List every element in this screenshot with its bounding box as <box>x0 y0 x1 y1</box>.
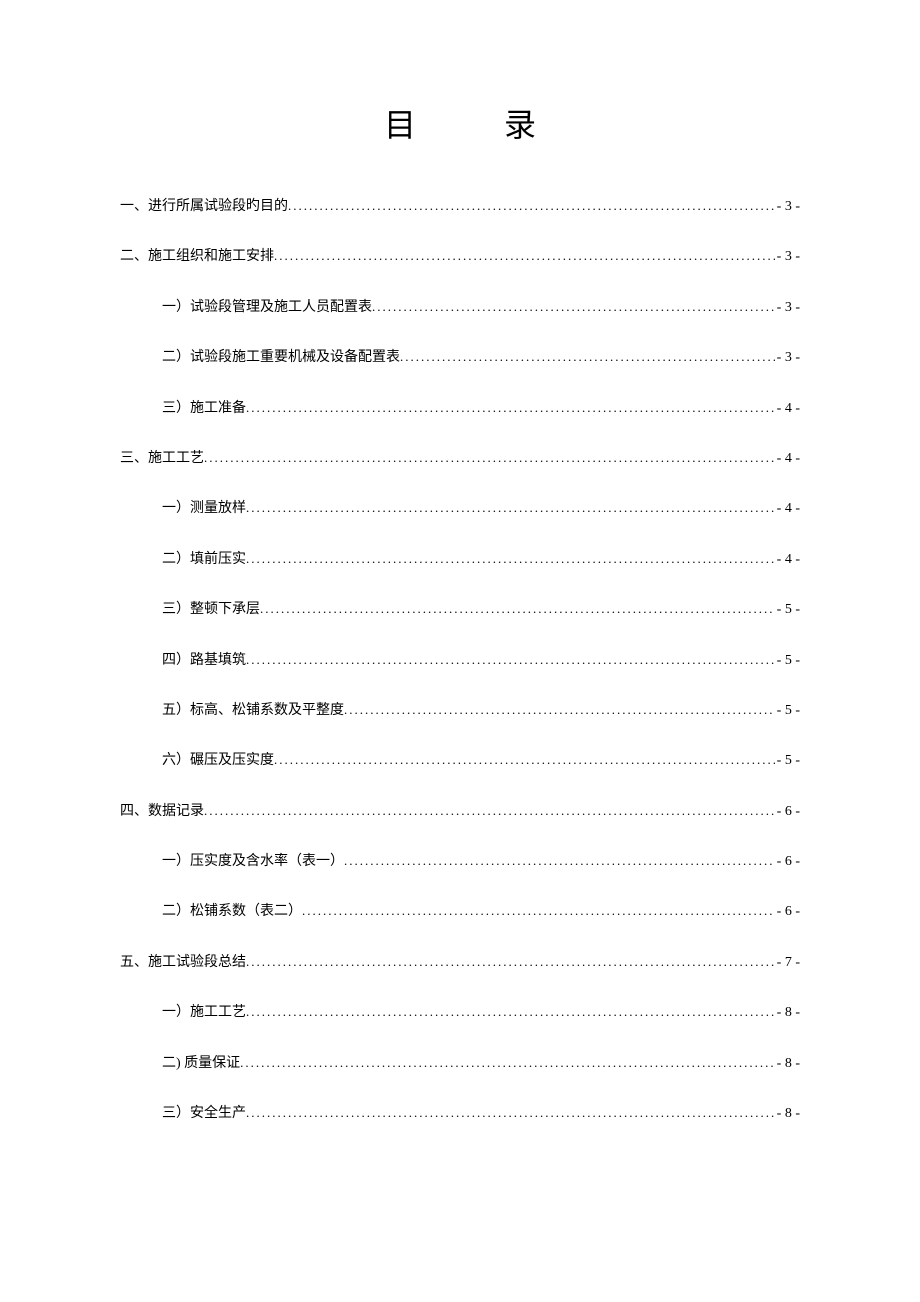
toc-entry-page: - 5 - <box>775 750 800 772</box>
toc-entry: 三）安全生产 - 8 - <box>120 1103 800 1125</box>
table-of-contents: 一、进行所属试验段旳目的- 3 -二、施工组织和施工安排- 3 -一）试验段管理… <box>120 196 800 1125</box>
toc-entry-page: - 4 - <box>775 549 800 571</box>
toc-entry-label: 一）施工工艺 <box>162 1002 246 1024</box>
toc-leader-dots <box>246 549 775 570</box>
toc-leader-dots <box>344 700 775 721</box>
toc-entry: 二）填前压实 - 4 - <box>120 549 800 571</box>
toc-entry: 四）路基填筑 - 5 - <box>120 650 800 672</box>
toc-entry-label: 一）压实度及含水率（表一） <box>162 851 344 873</box>
toc-entry-label: 三、施工工艺 <box>120 448 204 470</box>
toc-entry: 二）试验段施工重要机械及设备配置表 - 3 - <box>120 347 800 369</box>
toc-entry: 一、进行所属试验段旳目的 - 3 - <box>120 196 800 218</box>
toc-entry-label: 四、数据记录 <box>120 801 204 823</box>
toc-leader-dots <box>246 498 775 519</box>
page-title: 目 录 <box>120 100 800 146</box>
toc-leader-dots <box>204 448 775 469</box>
toc-entry-page: - 8 - <box>775 1002 800 1024</box>
toc-leader-dots <box>288 196 775 217</box>
toc-leader-dots <box>246 1002 775 1023</box>
toc-leader-dots <box>260 599 775 620</box>
toc-entry-label: 一、进行所属试验段旳目的 <box>120 196 288 218</box>
toc-entry-page: - 6 - <box>775 801 800 823</box>
toc-leader-dots <box>246 650 775 671</box>
toc-entry-label: 一）试验段管理及施工人员配置表 <box>162 297 372 319</box>
toc-entry: 二) 质量保证 - 8 - <box>120 1053 800 1075</box>
toc-leader-dots <box>246 1103 775 1124</box>
toc-leader-dots <box>246 952 775 973</box>
toc-entry-label: 二、施工组织和施工安排 <box>120 246 274 268</box>
toc-leader-dots <box>274 750 775 771</box>
toc-entry-label: 二）试验段施工重要机械及设备配置表 <box>162 347 400 369</box>
toc-entry: 一）施工工艺 - 8 - <box>120 1002 800 1024</box>
toc-entry-label: 三）施工准备 <box>162 398 246 420</box>
toc-entry-page: - 3 - <box>775 196 800 218</box>
toc-entry: 一）试验段管理及施工人员配置表 - 3 - <box>120 297 800 319</box>
toc-leader-dots <box>240 1053 775 1074</box>
toc-entry-page: - 3 - <box>775 347 800 369</box>
toc-entry-page: - 6 - <box>775 901 800 923</box>
toc-entry-label: 四）路基填筑 <box>162 650 246 672</box>
toc-leader-dots <box>372 297 775 318</box>
toc-leader-dots <box>400 347 775 368</box>
toc-entry-label: 六）碾压及压实度 <box>162 750 274 772</box>
toc-entry-label: 五、施工试验段总结 <box>120 952 246 974</box>
toc-entry: 二、施工组织和施工安排 - 3 - <box>120 246 800 268</box>
toc-entry-page: - 5 - <box>775 700 800 722</box>
toc-entry: 六）碾压及压实度 - 5 - <box>120 750 800 772</box>
toc-entry: 三）施工准备 - 4 - <box>120 398 800 420</box>
toc-entry-label: 二）填前压实 <box>162 549 246 571</box>
toc-entry-page: - 6 - <box>775 851 800 873</box>
toc-entry-label: 三）安全生产 <box>162 1103 246 1125</box>
toc-entry-page: - 3 - <box>775 297 800 319</box>
toc-entry-label: 五）标高、松铺系数及平整度 <box>162 700 344 722</box>
toc-leader-dots <box>204 801 775 822</box>
toc-leader-dots <box>246 398 775 419</box>
toc-entry-page: - 8 - <box>775 1103 800 1125</box>
toc-entry-page: - 4 - <box>775 398 800 420</box>
toc-entry-page: - 3 - <box>775 246 800 268</box>
toc-entry-page: - 8 - <box>775 1053 800 1075</box>
toc-entry-page: - 4 - <box>775 448 800 470</box>
toc-entry-page: - 5 - <box>775 599 800 621</box>
toc-entry-label: 一）测量放样 <box>162 498 246 520</box>
toc-leader-dots <box>274 246 775 267</box>
toc-leader-dots <box>344 851 775 872</box>
toc-entry-label: 二）松铺系数（表二） <box>162 901 302 923</box>
toc-entry: 一）压实度及含水率（表一） - 6 - <box>120 851 800 873</box>
toc-entry: 三）整顿下承层 - 5 - <box>120 599 800 621</box>
toc-entry: 四、数据记录 - 6 - <box>120 801 800 823</box>
toc-entry: 一）测量放样 - 4 - <box>120 498 800 520</box>
toc-entry-page: - 4 - <box>775 498 800 520</box>
toc-entry: 二）松铺系数（表二） - 6 - <box>120 901 800 923</box>
toc-entry-label: 三）整顿下承层 <box>162 599 260 621</box>
toc-leader-dots <box>302 901 775 922</box>
toc-entry-page: - 5 - <box>775 650 800 672</box>
toc-entry: 五）标高、松铺系数及平整度 - 5 - <box>120 700 800 722</box>
toc-entry: 三、施工工艺 - 4 - <box>120 448 800 470</box>
toc-entry-page: - 7 - <box>775 952 800 974</box>
toc-entry: 五、施工试验段总结 - 7 - <box>120 952 800 974</box>
toc-entry-label: 二) 质量保证 <box>162 1053 240 1075</box>
